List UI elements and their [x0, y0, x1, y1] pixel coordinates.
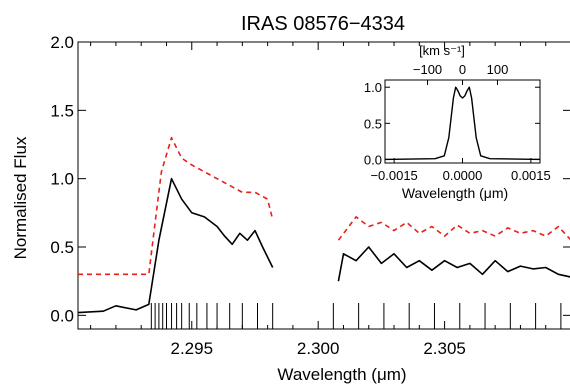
inset-y-tick-label: 1.0 — [364, 80, 382, 95]
inset-plot-frame — [384, 79, 541, 164]
inset-x-tick-label: −0.0015 — [370, 168, 417, 183]
y-axis-ticks: 0.0 0.5 1.0 1.5 2.0 — [50, 33, 570, 325]
inset-profile-line — [384, 86, 541, 161]
inset-x-tick-label: 0.0000 — [443, 168, 483, 183]
y-tick-label: 1.5 — [50, 101, 74, 120]
model-spectrum-line-0 — [78, 136, 274, 276]
x-tick-label: 2.305 — [423, 339, 466, 358]
inset-top-ticks: −100 0 100 — [413, 62, 508, 85]
y-tick-label: 1.0 — [50, 170, 74, 189]
y-tick-label: 2.0 — [50, 33, 74, 52]
y-tick-label: 0.0 — [50, 306, 74, 325]
x-axis-label: Wavelength (μm) — [277, 365, 406, 384]
main-plot-frame — [77, 41, 570, 330]
x-tick-label: 2.300 — [297, 339, 340, 358]
chart-title: IRAS 08576−4334 — [241, 13, 405, 35]
x-tick-label: 2.295 — [170, 339, 213, 358]
inset-x-axis-label: Wavelength (μm) — [402, 185, 508, 201]
inset-top-tick-label: −100 — [413, 62, 442, 77]
inset-top-tick-label: 100 — [487, 62, 509, 77]
inset-chart: [km s⁻¹] Wavelength (μm) 0.0 0.5 1.0 −0.00… — [364, 43, 551, 201]
line-markers — [150, 303, 562, 329]
y-axis-label: Normalised Flux — [11, 136, 30, 259]
inset-x-ticks: −0.0015 0.0000 0.0015 — [370, 158, 551, 183]
model-spectrum-line-1 — [337, 216, 570, 241]
inset-x-tick-label: 0.0015 — [511, 168, 551, 183]
main-series — [77, 136, 570, 314]
inset-top-tick-label: 0 — [459, 62, 466, 77]
y-tick-label: 0.5 — [50, 238, 74, 257]
inset-top-axis-label: [km s⁻¹] — [419, 43, 465, 58]
x-axis-ticks: 2.295 2.300 2.305 — [90, 42, 547, 358]
inset-y-ticks: 0.0 0.5 1.0 — [364, 80, 540, 167]
inset-y-tick-label: 0.5 — [364, 116, 382, 131]
inset-series — [384, 86, 541, 161]
observed-spectrum-line-0 — [77, 177, 274, 314]
observed-spectrum-line-1 — [337, 246, 570, 282]
inset-y-tick-label: 0.0 — [364, 152, 382, 167]
